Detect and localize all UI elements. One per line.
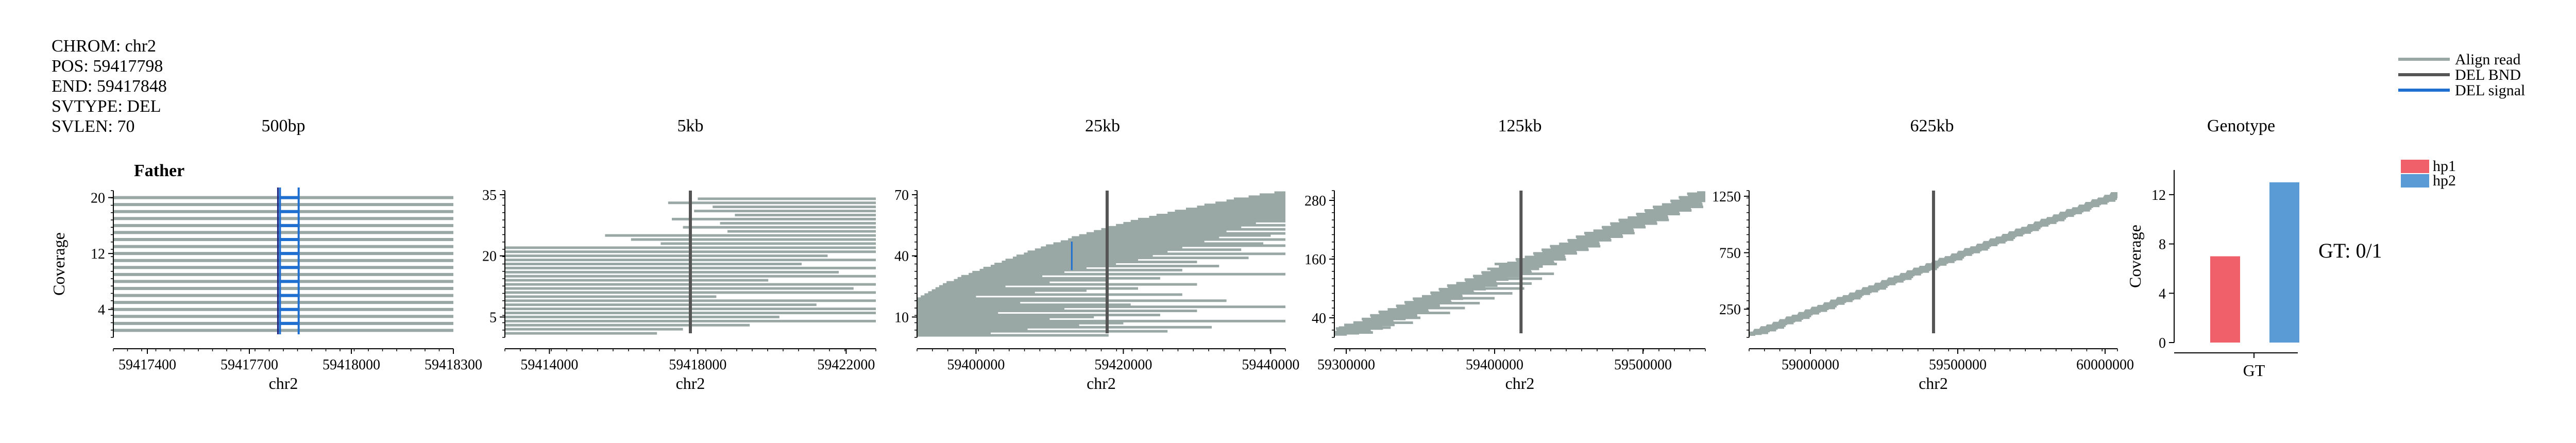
genotype-y-tick-label-0: 0	[2159, 335, 2166, 351]
y-tick-label-1-2: 35	[482, 188, 497, 203]
hp-legend-label-1: hp2	[2433, 172, 2456, 189]
hp-legend-swatch-0	[2401, 160, 2429, 173]
x-tick-label-2-2: 59440000	[1242, 357, 1299, 373]
bar-hp1	[2210, 256, 2240, 343]
x-tick-label-0-3: 59418300	[425, 357, 482, 373]
x-tick-label-4-0: 59000000	[1782, 357, 1839, 373]
svtype-label: SVTYPE: DEL	[52, 97, 161, 116]
panel-title-3: 125kb	[1498, 116, 1542, 135]
panel-4: 625kb 250 750 1250 59000000 59500000 60000000 c…	[1712, 116, 2134, 393]
y-tick-label-2-2: 70	[894, 188, 909, 203]
panel-0: 500bp 4 12 20 59417400 59417700 59418000 594183…	[49, 116, 482, 393]
x-axis-label-1: chr2	[676, 374, 705, 393]
x-tick-label-0-0: 59417400	[118, 357, 176, 373]
sample-label: Father	[134, 161, 184, 180]
panel-title-1: 5kb	[677, 116, 704, 135]
panel-title-4: 625kb	[1910, 116, 1954, 135]
y-tick-label-3-0: 40	[1312, 311, 1326, 327]
x-tick-label-2-0: 59400000	[947, 357, 1005, 373]
x-tick-label-4-2: 60000000	[2076, 357, 2134, 373]
y-tick-label-0-2: 20	[91, 191, 105, 207]
y-tick-label-1-1: 20	[482, 249, 497, 265]
y-tick-label-0-0: 4	[98, 302, 105, 318]
hp-legend-label-0: hp1	[2433, 158, 2456, 175]
x-axis-label-4: chr2	[1919, 374, 1948, 393]
genotype-y-tick-label-3: 12	[2151, 188, 2166, 203]
panels: 500bp 4 12 20 59417400 59417700 59418000 594183…	[49, 116, 2456, 393]
panel-title-2: 25kb	[1085, 116, 1120, 135]
x-axis-label-0: chr2	[269, 374, 298, 393]
y-tick-label-1-0: 5	[489, 310, 497, 326]
y-tick-label-3-2: 280	[1304, 193, 1326, 209]
legend-label-1: DEL BND	[2455, 66, 2521, 83]
panel-2: 25kb 10 40 70 59400000 59420000 59440000 chr2	[894, 116, 1299, 393]
genotype-x-tick-label: GT	[2243, 361, 2265, 380]
pos-label: POS: 59417798	[52, 57, 163, 76]
x-tick-label-0-2: 59418000	[323, 357, 380, 373]
x-tick-label-2-1: 59420000	[1094, 357, 1152, 373]
genotype-title: Genotype	[2207, 116, 2275, 135]
y-tick-label-4-0: 250	[1719, 302, 1741, 318]
end-label: END: 59417848	[52, 77, 167, 96]
genotype-annotation: GT: 0/1	[2318, 239, 2382, 262]
y-tick-label-4-2: 1250	[1712, 189, 1741, 205]
x-tick-label-1-0: 59414000	[520, 357, 578, 373]
genotype-y-tick-label-2: 8	[2159, 237, 2166, 253]
x-tick-label-3-0: 59300000	[1317, 357, 1375, 373]
genotype-y-axis-label: Coverage	[2126, 225, 2144, 288]
hp-legend-swatch-1	[2401, 174, 2429, 188]
sv-info-block: CHROM: chr2 POS: 59417798 END: 59417848 …	[52, 37, 167, 136]
y-tick-label-0-1: 12	[91, 246, 105, 262]
y-tick-label-2-0: 10	[894, 310, 909, 326]
panel-title-0: 500bp	[262, 116, 306, 135]
y-axis-label-0: Coverage	[49, 232, 68, 296]
chrom-label: CHROM: chr2	[52, 37, 156, 56]
x-tick-label-3-2: 59500000	[1614, 357, 1672, 373]
svlen-label: SVLEN: 70	[52, 117, 135, 136]
x-axis-label-3: chr2	[1505, 374, 1535, 393]
x-tick-label-4-1: 59500000	[1929, 357, 1987, 373]
y-tick-label-3-1: 160	[1304, 252, 1326, 268]
x-tick-label-0-1: 59417700	[221, 357, 278, 373]
x-tick-label-1-2: 59422000	[817, 357, 875, 373]
y-tick-label-4-1: 750	[1719, 246, 1741, 262]
panel-3: 125kb 40 160 280 59300000 59400000 59500000 chr…	[1304, 116, 1706, 393]
y-tick-label-2-1: 40	[894, 249, 909, 265]
x-tick-label-3-1: 59400000	[1466, 357, 1523, 373]
x-tick-label-1-1: 59418000	[669, 357, 726, 373]
genotype-y-tick-label-1: 4	[2159, 286, 2166, 302]
legend-label-2: DEL signal	[2455, 82, 2525, 99]
panel-1: 5kb 5 20 35 59414000 59418000 59422000 chr2	[482, 116, 876, 393]
x-axis-label-2: chr2	[1087, 374, 1116, 393]
legend-label-0: Align read	[2455, 51, 2520, 68]
bar-hp2	[2269, 182, 2299, 343]
